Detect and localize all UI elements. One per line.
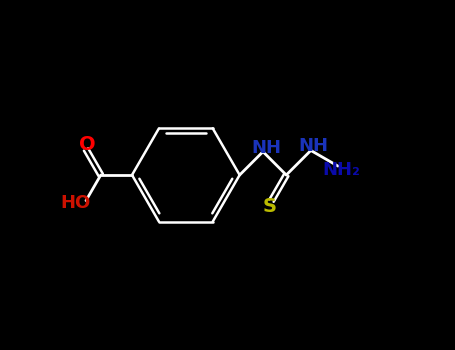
- Text: O: O: [80, 135, 96, 154]
- Text: NH₂: NH₂: [323, 161, 360, 178]
- Text: S: S: [263, 197, 277, 216]
- Text: NH: NH: [252, 139, 282, 156]
- Text: NH: NH: [298, 137, 329, 155]
- Text: HO: HO: [61, 194, 91, 212]
